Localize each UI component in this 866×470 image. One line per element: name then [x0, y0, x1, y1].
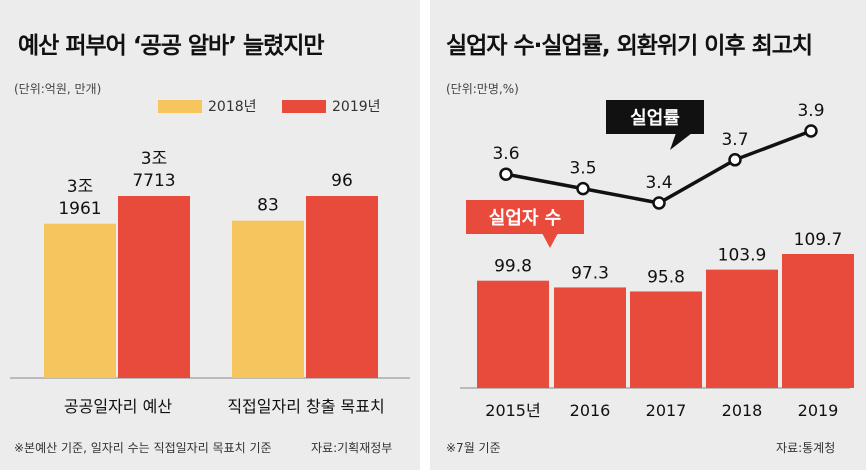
legend-swatch-2019	[282, 99, 326, 113]
unemployment-rate-point-1	[499, 167, 513, 181]
legend-item-2018: 2018년	[158, 96, 257, 116]
data-label-2018-1-1: 3조	[67, 177, 93, 197]
right-unit-label: (단위:만명,%)	[446, 82, 519, 96]
unemployment-rate-label-3: 3.4	[645, 173, 672, 193]
right-source: 자료:통계청	[776, 441, 836, 455]
unemployed-label-2: 97.3	[571, 263, 609, 283]
legend-item-2019: 2019년	[282, 96, 381, 116]
left-chart-title: 예산 퍼부어 ‘공공 알바’ 늘렸지만	[18, 33, 325, 59]
data-label-2019-1-2: 7713	[132, 171, 175, 191]
unemployed-bar-4	[706, 269, 778, 388]
legend-label-2019: 2019년	[332, 99, 381, 115]
x-tick-label-5: 2019	[798, 401, 839, 420]
legend-swatch-2018	[158, 99, 202, 113]
left-unit-label: (단위:억원, 만개)	[14, 82, 102, 96]
unemployment-rate-label-1: 3.6	[492, 144, 519, 164]
callout-rate-label: 실업률	[630, 108, 680, 129]
x-tick-label-4: 2018	[722, 401, 763, 420]
left-source: 자료:기획재정부	[311, 441, 393, 455]
callout-count-pointer	[542, 233, 558, 248]
x-tick-label-1: 공공일자리 예산	[64, 397, 172, 416]
data-label-2019-1-1: 3조	[141, 149, 167, 169]
legend-label-2018: 2018년	[208, 99, 257, 115]
bar-2018-2	[232, 220, 304, 378]
unemployed-bar-3	[630, 291, 702, 388]
unemployment-rate-point-3	[652, 196, 666, 210]
left-footnote: ※본예산 기준, 일자리 수는 직접일자리 목표치 기준	[14, 441, 272, 455]
unemployed-label-3: 95.8	[647, 267, 685, 287]
right-chart-title: 실업자 수·실업률, 외환위기 이후 최고치	[446, 33, 813, 59]
unemployment-rate-label-2: 3.5	[569, 159, 596, 179]
unemployed-bar-2	[554, 287, 626, 388]
bar-2018-1	[44, 223, 116, 378]
x-tick-label-2: 2016	[570, 401, 611, 420]
callout-count-label: 실업자 수	[489, 208, 562, 229]
data-label-2019-2-1: 96	[331, 171, 353, 191]
unemployed-label-4: 103.9	[718, 246, 767, 266]
right-footnote: ※7월 기준	[446, 441, 501, 455]
left-panel: 예산 퍼부어 ‘공공 알바’ 늘렸지만 (단위:억원, 만개) 2018년 20…	[0, 0, 420, 470]
unemployed-label-1: 99.8	[494, 257, 532, 277]
right-panel: 실업자 수·실업률, 외환위기 이후 최고치 (단위:만명,%) 99.8 201…	[430, 0, 866, 470]
callout-rate-box	[606, 100, 704, 134]
bar-2019-1	[118, 196, 190, 378]
callout-rate-pointer	[670, 133, 692, 150]
unemployed-bar-1	[477, 280, 549, 388]
data-label-2018-1-2: 1961	[58, 199, 101, 219]
x-tick-label-3: 2017	[646, 401, 687, 420]
right-combo-chart: 99.8 2015년 97.3 2016 95.8 2017 103.9 2018 109.7 2…	[460, 100, 854, 420]
bar-2019-2	[306, 196, 378, 378]
unemployment-rate-label-5: 3.9	[797, 101, 824, 121]
unemployed-bar-5	[782, 254, 854, 388]
callout-count-box	[466, 200, 584, 234]
unemployment-rate-label-4: 3.7	[721, 130, 748, 150]
data-label-2018-2-1: 83	[257, 196, 279, 216]
x-tick-label-1: 2015년	[485, 401, 540, 420]
x-tick-label-2: 직접일자리 창출 목표치	[227, 397, 384, 416]
unemployment-rate-point-5	[804, 124, 818, 138]
legend-callout-rate: 실업률	[606, 100, 704, 150]
unemployment-rate-point-2	[576, 181, 590, 196]
legend-callout-count: 실업자 수	[466, 200, 584, 248]
unemployed-label-5: 109.7	[794, 230, 843, 250]
unemployment-rate-point-4	[728, 153, 742, 167]
